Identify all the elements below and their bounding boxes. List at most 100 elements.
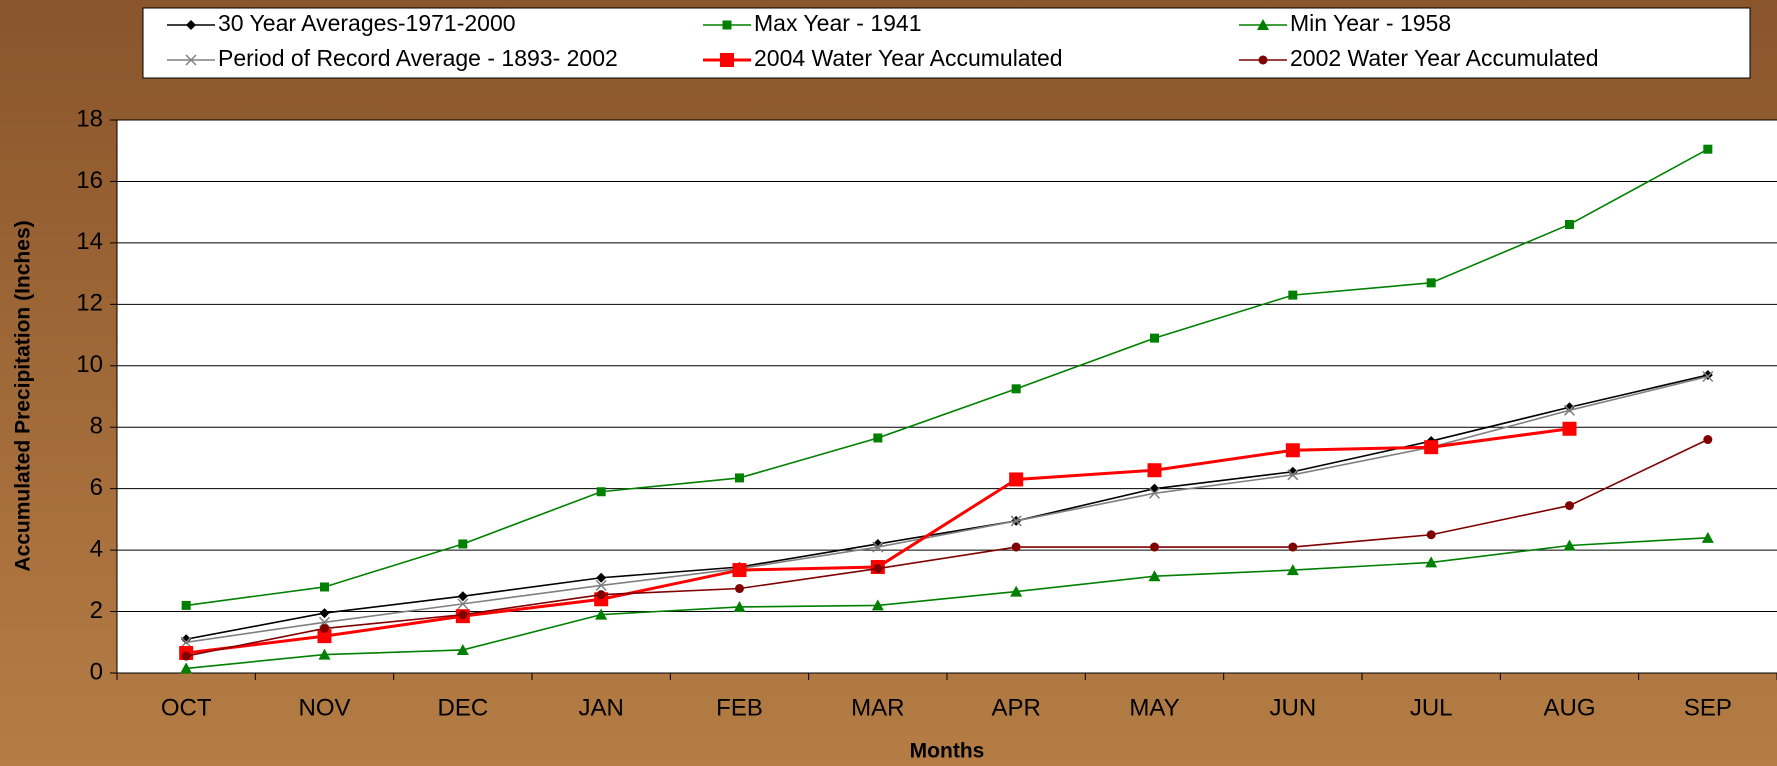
series-line — [186, 438, 1709, 657]
y-tick-label: 16 — [76, 167, 103, 194]
marker — [873, 564, 883, 574]
marker — [1703, 435, 1713, 445]
marker — [1426, 278, 1436, 288]
marker — [1011, 384, 1021, 394]
marker — [1701, 531, 1714, 543]
marker — [319, 608, 330, 619]
marker — [1286, 564, 1299, 576]
y-tick-label: 8 — [90, 413, 103, 440]
legend-label: Min Year - 1958 — [1290, 10, 1451, 36]
marker — [871, 599, 884, 611]
marker — [1010, 515, 1022, 527]
y-tick-label: 4 — [90, 535, 103, 562]
series-line — [186, 374, 1709, 640]
marker — [722, 20, 732, 30]
marker — [596, 590, 606, 600]
marker — [1148, 487, 1161, 499]
y-tick-label: 18 — [76, 105, 103, 132]
marker — [732, 563, 747, 578]
marker — [458, 610, 468, 620]
marker — [1424, 440, 1439, 455]
marker — [186, 20, 196, 30]
x-tick-label: JUN — [1269, 694, 1316, 721]
y-tick-label: 6 — [90, 474, 103, 501]
marker — [733, 600, 746, 612]
x-tick-label: DEC — [437, 694, 488, 721]
marker — [1287, 469, 1299, 481]
marker — [457, 591, 468, 602]
marker — [320, 582, 329, 592]
marker — [872, 541, 884, 553]
legend-label: 2004 Water Year Accumulated — [754, 45, 1063, 71]
marker — [1702, 371, 1714, 383]
x-tick-label: OCT — [161, 694, 212, 721]
y-tick-label: 0 — [90, 658, 103, 685]
marker — [181, 600, 191, 610]
marker — [181, 651, 191, 661]
marker — [456, 643, 469, 655]
y-tick-label: 12 — [76, 290, 103, 317]
legend-label: Period of Record Average - 1893- 2002 — [218, 45, 618, 71]
y-tick-label: 2 — [90, 597, 103, 624]
marker — [720, 53, 734, 67]
x-tick-label: AUG — [1543, 694, 1595, 721]
legend-box — [142, 7, 1751, 79]
marker — [1562, 421, 1577, 436]
marker — [1288, 290, 1298, 300]
marker — [317, 629, 332, 644]
x-tick-label: NOV — [298, 694, 350, 721]
marker — [1565, 501, 1574, 511]
x-tick-label: APR — [991, 694, 1040, 721]
marker — [1426, 530, 1436, 540]
marker — [1425, 556, 1438, 568]
marker — [1257, 19, 1269, 30]
marker — [320, 623, 329, 633]
x-tick-label: JUL — [1410, 694, 1453, 721]
marker — [596, 572, 607, 583]
marker — [1703, 144, 1713, 154]
marker — [1148, 570, 1161, 582]
series-line — [186, 537, 1708, 670]
series-line — [186, 148, 1709, 607]
marker — [1009, 472, 1024, 487]
marker — [180, 662, 193, 674]
x-axis-title: Months — [910, 740, 985, 763]
marker — [1011, 542, 1021, 552]
marker — [1147, 463, 1162, 478]
marker — [457, 598, 469, 610]
marker — [1258, 55, 1268, 65]
x-tick-label: MAY — [1129, 694, 1179, 721]
series-line — [186, 375, 1709, 644]
x-tick-label: JAN — [578, 694, 623, 721]
marker — [1010, 585, 1023, 597]
marker — [1563, 539, 1576, 551]
marker — [735, 584, 744, 594]
plot-area — [117, 120, 1777, 673]
marker — [595, 608, 608, 620]
marker — [596, 487, 606, 497]
marker — [1563, 404, 1576, 416]
marker — [185, 54, 197, 66]
marker — [1565, 219, 1574, 229]
marker — [595, 579, 607, 591]
x-tick-label: FEB — [716, 694, 763, 721]
legend-label: Max Year - 1941 — [754, 10, 922, 36]
legend-label: 2002 Water Year Accumulated — [1290, 45, 1599, 71]
marker — [1285, 443, 1300, 458]
x-tick-label: SEP — [1684, 694, 1732, 721]
marker — [1288, 542, 1298, 552]
y-tick-label: 14 — [76, 228, 103, 255]
y-tick-label: 10 — [76, 351, 103, 378]
marker — [873, 433, 883, 443]
marker — [735, 473, 744, 483]
marker — [180, 636, 192, 648]
marker — [458, 539, 468, 549]
marker — [1150, 542, 1159, 552]
marker — [318, 648, 331, 660]
x-tick-label: MAR — [851, 694, 904, 721]
legend-label: 30 Year Averages-1971-2000 — [218, 10, 516, 36]
y-axis-title: Accumulated Precipitation (Inches) — [12, 220, 35, 571]
marker — [1150, 333, 1159, 343]
